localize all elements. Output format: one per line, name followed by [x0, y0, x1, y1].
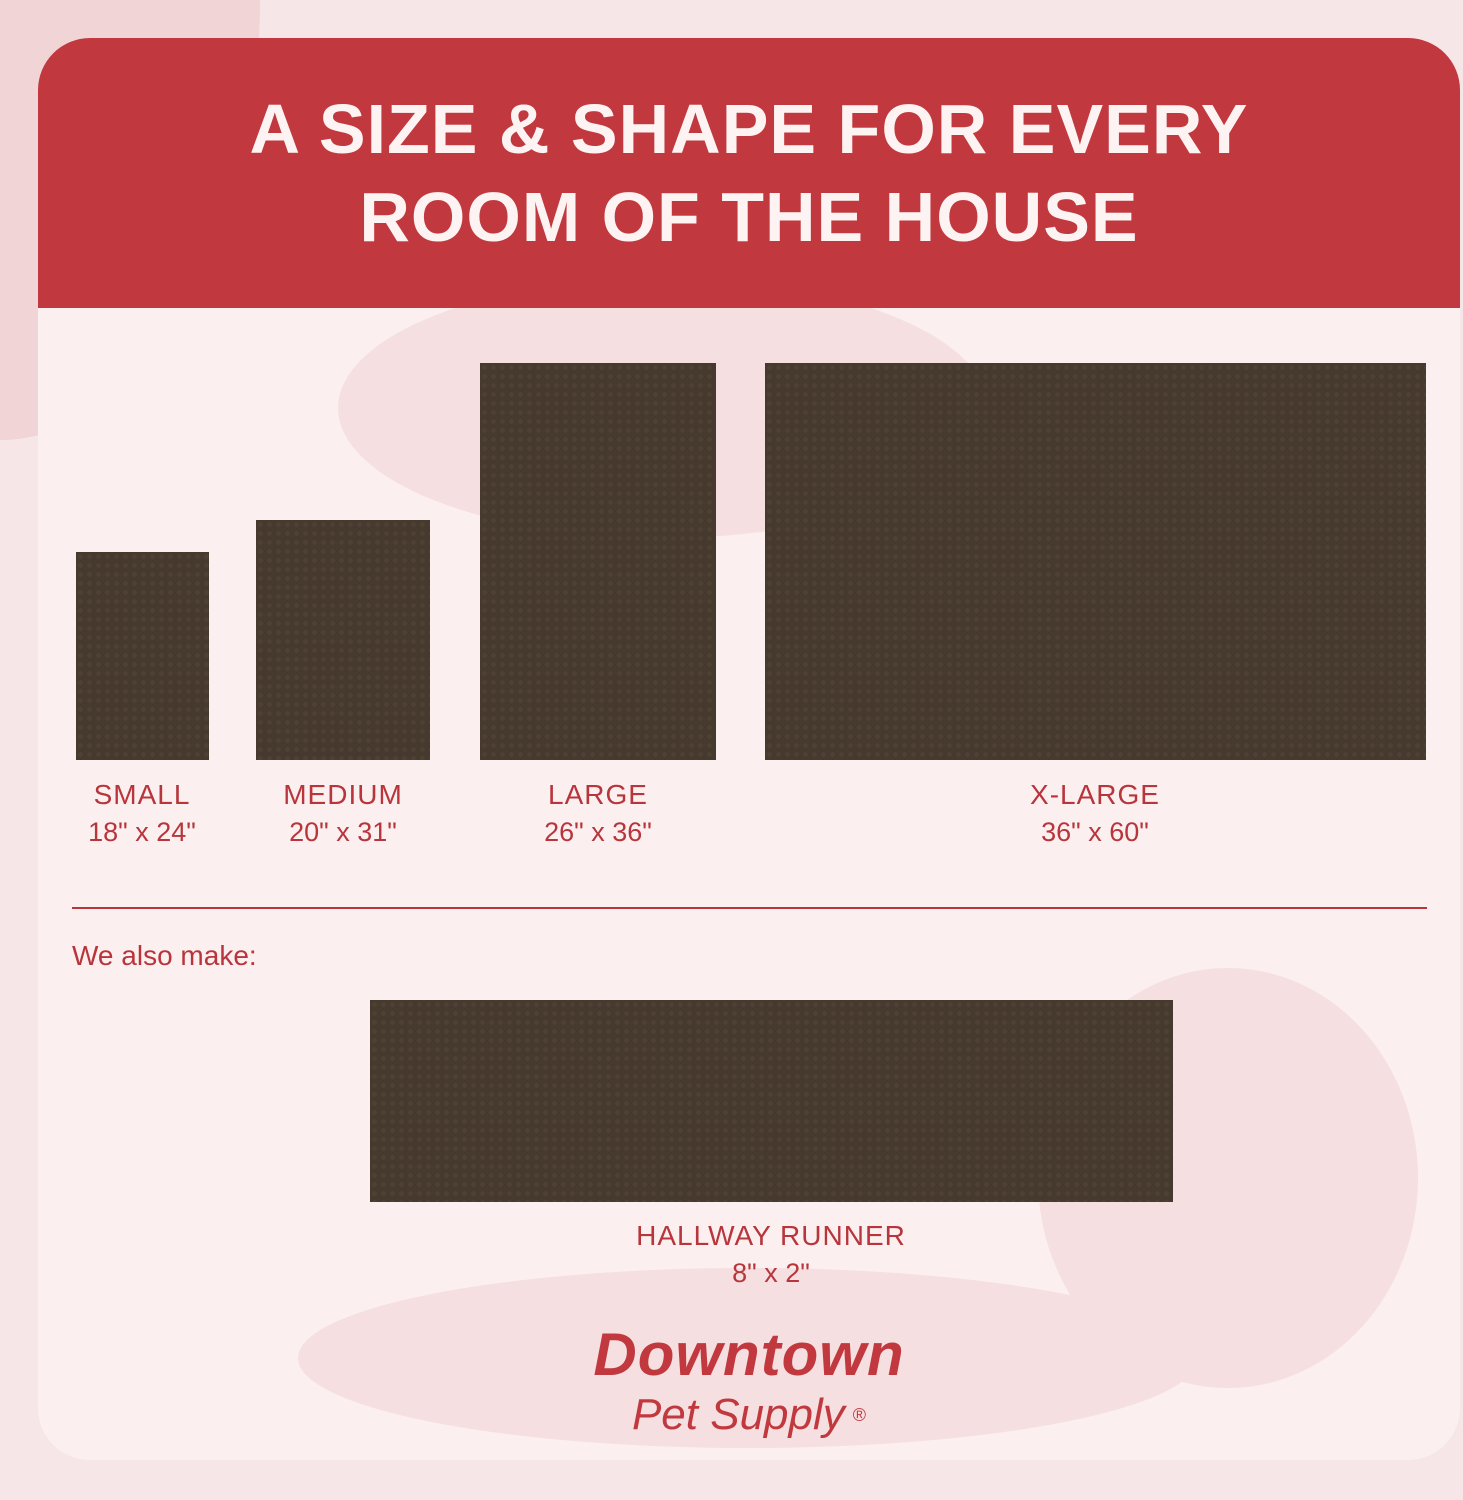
size-dimensions-small: 18" x 24"	[88, 817, 196, 847]
size-label-x-large: X-LARGE	[1030, 779, 1160, 810]
mat-hallway-runner	[370, 1000, 1173, 1202]
size-dimensions-x-large: 36" x 60"	[1041, 817, 1149, 847]
runner-dimensions: 8" x 2"	[732, 1258, 810, 1288]
also-make-label: We also make:	[72, 940, 257, 971]
header-banner: A SIZE & SHAPE FOR EVERY ROOM OF THE HOU…	[38, 38, 1460, 308]
infographic-card: A SIZE & SHAPE FOR EVERY ROOM OF THE HOU…	[38, 38, 1460, 1460]
mat-x-large	[765, 363, 1426, 760]
page-title-line-2: ROOM OF THE HOUSE	[359, 178, 1139, 256]
size-label-medium: MEDIUM	[283, 779, 403, 810]
size-label-small: SMALL	[93, 779, 191, 810]
mat-large	[480, 363, 716, 760]
brand-logo-line2: Pet Supply	[631, 1390, 845, 1439]
size-dimensions-large: 26" x 36"	[544, 817, 652, 847]
size-label-large: LARGE	[548, 779, 648, 810]
brand-logo-pet-supply: Pet Supply ®	[38, 1390, 1460, 1440]
size-dimensions-medium: 20" x 31"	[289, 817, 397, 847]
runner-label: HALLWAY RUNNER	[636, 1220, 906, 1251]
brand-logo-downtown: Downtown	[593, 1321, 905, 1388]
mat-medium	[256, 520, 430, 760]
registered-mark: ®	[852, 1405, 867, 1425]
background-blob	[298, 1268, 1198, 1448]
divider	[72, 907, 1427, 909]
mat-small	[76, 552, 209, 760]
page-title-line-1: A SIZE & SHAPE FOR EVERY	[249, 90, 1249, 168]
